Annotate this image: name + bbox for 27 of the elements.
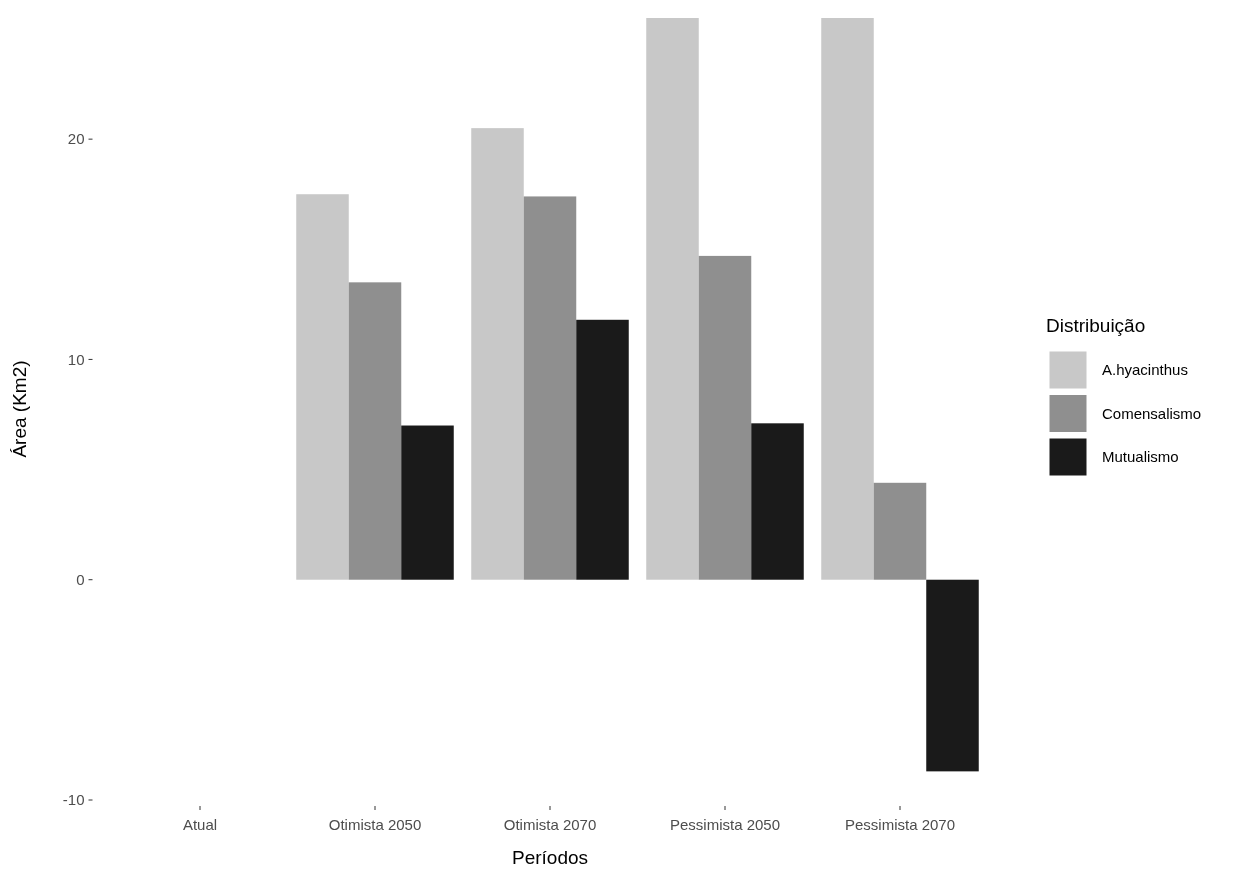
y-tick-label: 0 [76, 570, 85, 588]
bar [471, 128, 524, 580]
x-tick-label: Pessimista 2050 [669, 816, 781, 833]
bar [646, 18, 699, 580]
bar [873, 482, 927, 580]
y-tick-label: 10 [67, 350, 85, 368]
y-tick-label: -10 [62, 791, 85, 809]
legend-title: Distribuição [1046, 315, 1146, 336]
x-axis-title: Períodos [511, 847, 589, 868]
legend-label: A.hyacinthus [1102, 361, 1188, 379]
legend-label: Mutualismo [1102, 448, 1179, 466]
x-tick-label: Pessimista 2070 [844, 816, 956, 833]
x-tick-label: Otimista 2050 [328, 816, 422, 833]
bar [401, 425, 454, 580]
y-tick-label: 20 [67, 130, 85, 148]
bar [698, 255, 752, 580]
x-tick-label: Atual [182, 816, 218, 833]
bar [751, 423, 804, 580]
bar [576, 319, 629, 580]
y-axis-title: Área (Km2) [9, 360, 30, 458]
bar [523, 196, 577, 580]
legend-label: Comensalismo [1102, 404, 1202, 422]
bar [821, 18, 874, 580]
bar [926, 579, 979, 772]
bar [348, 282, 402, 580]
x-tick-label: Otimista 2070 [503, 816, 597, 833]
bar [296, 194, 349, 580]
